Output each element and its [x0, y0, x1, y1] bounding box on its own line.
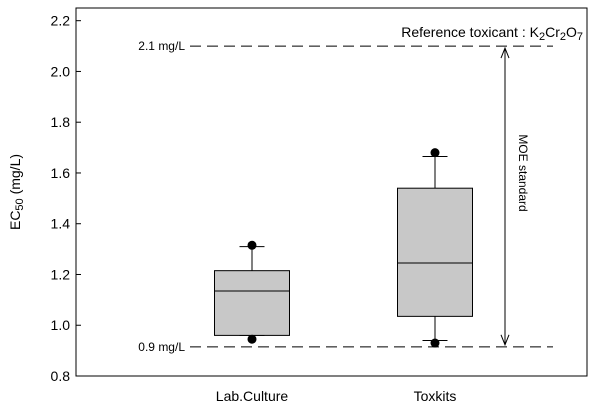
plot-frame: [75, 7, 588, 377]
x-category-label: Toxkits: [414, 388, 457, 404]
reference-line-label: 0.9 mg/L: [138, 340, 185, 354]
range-arrow-head-bottom: [500, 334, 510, 347]
y-tick-label: 2.0: [51, 63, 71, 79]
outlier-point: [247, 334, 257, 344]
box-toxkits: [397, 148, 473, 348]
outlier-point: [430, 338, 440, 348]
y-tick-label: 1.6: [51, 165, 71, 181]
reference-line-label: 2.1 mg/L: [138, 39, 185, 53]
y-tick-label: 1.0: [51, 317, 71, 333]
outlier-point: [247, 240, 257, 250]
range-annotation-label: MOE standard: [516, 134, 530, 211]
y-tick-label: 1.8: [51, 114, 71, 130]
chart-title: Reference toxicant : K2Cr2O7: [401, 24, 583, 43]
box-iqr: [397, 187, 473, 317]
box-iqr: [214, 270, 290, 336]
y-axis-label: EC50 (mg/L): [7, 154, 26, 230]
y-tick-label: 1.4: [51, 216, 71, 232]
box-lab-culture: [214, 240, 290, 344]
outlier-point: [430, 148, 440, 158]
y-tick-label: 0.8: [51, 368, 71, 384]
x-category-label: Lab.Culture: [216, 388, 289, 404]
range-arrow-head-top: [500, 46, 510, 59]
y-tick-label: 2.2: [51, 13, 71, 29]
y-tick-label: 1.2: [51, 266, 71, 282]
